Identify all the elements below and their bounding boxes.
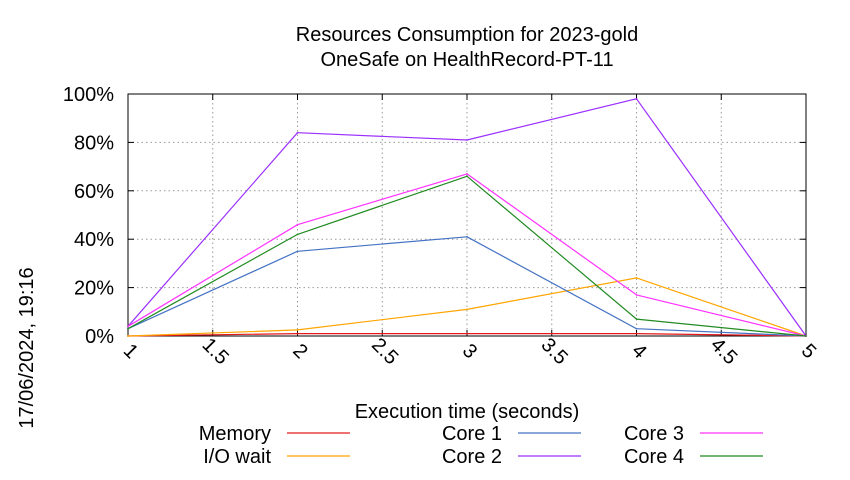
x-tick-label: 2.5 [367, 334, 402, 369]
chart-title: Resources Consumption for 2023-gold [296, 24, 638, 46]
data-point-memory [466, 332, 468, 335]
legend-label-core-2: Core 2 [442, 446, 502, 468]
data-point-core-1 [635, 327, 638, 330]
legend-label-core-1: Core 1 [442, 423, 502, 445]
data-point-core-4 [635, 318, 638, 320]
y-tick-label: 0% [85, 326, 114, 348]
data-point-i-o-wait [296, 329, 299, 331]
y-tick-label: 40% [74, 229, 114, 251]
legend-label-core-3: Core 3 [624, 423, 684, 445]
x-axis-label: Execution time (seconds) [355, 401, 580, 423]
x-tick-label: 4.5 [706, 334, 741, 369]
x-tick-label: 3 [458, 340, 481, 363]
x-tick-label: 1.5 [198, 334, 233, 369]
data-point-core-4 [296, 233, 299, 236]
data-point-core-3 [635, 293, 638, 296]
data-point-core-3 [127, 325, 129, 328]
y-tick-label: 60% [74, 181, 114, 203]
data-point-core-3 [466, 172, 468, 175]
data-point-core-4 [805, 335, 807, 337]
y-tick-label: 100% [63, 84, 114, 106]
data-point-i-o-wait [127, 335, 129, 337]
legend-label-core-4: Core 4 [624, 446, 684, 468]
y-tick-label: 20% [74, 278, 114, 300]
timestamp-label: 17/06/2024, 19:16 [16, 267, 38, 428]
y-tick-label: 80% [74, 132, 114, 154]
data-point-core-2 [466, 139, 468, 141]
x-tick-label: 4 [627, 340, 650, 363]
grid-lines [128, 94, 806, 336]
data-point-memory [635, 332, 638, 335]
data-point-i-o-wait [635, 277, 638, 279]
x-tick-label: 2 [288, 340, 311, 363]
x-tick-label: 5 [797, 340, 820, 363]
legend-label-i-o-wait: I/O wait [203, 446, 271, 468]
data-point-core-2 [296, 131, 299, 134]
legend-label-memory: Memory [199, 423, 271, 445]
series-line-core-2 [127, 98, 807, 337]
data-point-core-4 [127, 327, 129, 330]
chart-subtitle: OneSafe on HealthRecord-PT-11 [320, 49, 613, 71]
data-point-core-4 [466, 175, 468, 178]
series-lines [127, 97, 807, 337]
x-tick-label: 1 [119, 340, 142, 363]
data-point-memory [296, 332, 299, 335]
data-point-core-1 [296, 250, 299, 253]
data-point-core-2 [635, 97, 638, 100]
data-point-core-3 [296, 223, 299, 226]
data-point-i-o-wait [466, 308, 468, 311]
x-tick-label: 3.5 [537, 334, 572, 369]
data-point-core-1 [466, 235, 468, 238]
